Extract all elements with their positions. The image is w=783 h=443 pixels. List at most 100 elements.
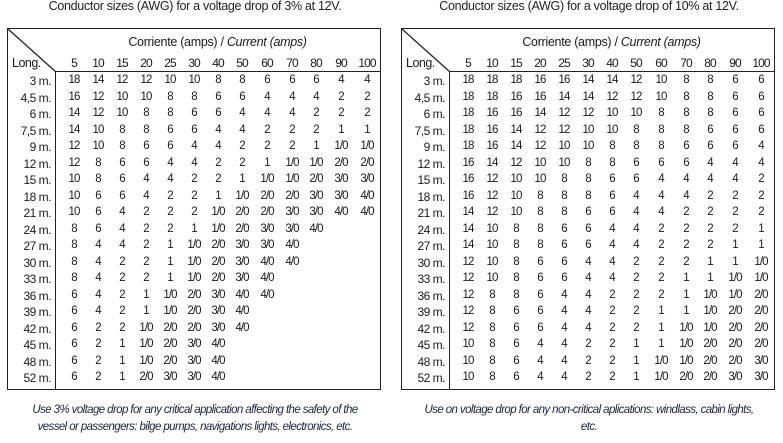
table-cell: 10 — [582, 140, 595, 152]
table-cell: 12 — [462, 255, 475, 268]
length-header: Long. — [12, 56, 41, 70]
table-cell: 10 — [116, 107, 129, 119]
table-cell: 4 — [537, 354, 543, 367]
table-cell: 2 — [758, 189, 764, 202]
row-length-label: 24 m. — [23, 222, 51, 237]
table-cell: 6 — [561, 222, 567, 235]
table-cell: 2 — [191, 206, 197, 218]
table-cell: 2 — [119, 321, 125, 334]
table-cell: 2 — [683, 222, 689, 235]
table-cell: 2 — [683, 206, 689, 218]
table-cell: 2 — [364, 107, 370, 119]
table-cell: 4 — [289, 90, 295, 103]
table-cell: 2/0 — [754, 321, 768, 334]
table-cell: 1 — [758, 222, 764, 235]
table-cell: 4 — [537, 338, 543, 350]
row-length-label: 39 m. — [417, 305, 445, 319]
table-cell: 10 — [68, 173, 81, 185]
table-cell: 8 — [561, 206, 567, 218]
table-title: Conductor sizes (AWG) for a voltage drop… — [48, 0, 342, 13]
table-cell: 8 — [683, 123, 689, 136]
table-cell: 4 — [633, 206, 639, 218]
table-cell: 6 — [732, 107, 738, 119]
row-length-label: 30 m. — [23, 255, 51, 270]
table-cell: 6 — [683, 140, 689, 152]
table-cell: 2 — [264, 140, 270, 152]
table-cell: 10 — [164, 74, 177, 86]
table-cell: 1 — [215, 189, 221, 202]
table-cell: 3/0 — [754, 371, 768, 383]
table-cell: 16 — [462, 189, 475, 202]
table-cell: 12 — [462, 272, 475, 284]
table-cell: 2/0 — [235, 222, 249, 235]
table-cell: 6 — [585, 239, 591, 251]
table-cell: 16 — [486, 140, 499, 152]
table-cell: 3/0 — [334, 173, 348, 185]
table-cell: 1/0 — [187, 272, 201, 284]
table-cell: 1 — [191, 222, 197, 235]
column-header: 30 — [582, 56, 594, 70]
table-cell: 1 — [338, 123, 344, 136]
table-cell: 1/0 — [139, 354, 153, 367]
table-cell: 12 — [486, 189, 499, 202]
row-length-label: 42 m. — [417, 321, 445, 336]
table-cell: 6 — [537, 305, 543, 317]
table-cell: 8 — [119, 140, 125, 152]
table-cell: 4 — [215, 123, 221, 136]
table-cell: 6 — [633, 156, 639, 169]
table-cell: 6 — [732, 123, 738, 136]
table-cell: 2/0 — [187, 321, 201, 334]
table-cell: 8 — [633, 123, 639, 136]
table-cell: 4 — [143, 189, 149, 202]
column-header: 70 — [680, 56, 692, 70]
row-length-label: 33 m. — [417, 272, 445, 286]
table-cell: 2 — [289, 140, 295, 152]
table-cell: 1 — [658, 305, 664, 317]
table-cell: 1 — [143, 288, 149, 301]
table-cell: 18 — [462, 123, 475, 136]
table-cell: 6 — [167, 123, 173, 136]
table-cell: 14 — [486, 156, 499, 169]
table-cell: 6 — [95, 222, 101, 235]
table-cell: 4 — [364, 74, 370, 86]
table-cell: 4/0 — [360, 189, 374, 202]
table-cell: 4 — [561, 321, 567, 334]
table-cell: 4 — [95, 305, 101, 317]
usage-note-line: Use 3% voltage drop for any critical app… — [32, 404, 358, 416]
table-cell: 6 — [537, 288, 543, 301]
table-cell: 6 — [758, 90, 764, 103]
table-cell: 6 — [732, 90, 738, 103]
table-cell: 1/0 — [139, 338, 153, 350]
table-cell: 12 — [582, 107, 595, 119]
table-cell: 14 — [582, 90, 595, 103]
table-cell: 18 — [68, 74, 81, 86]
table-cell: 6 — [143, 156, 149, 169]
table-cell: 1 — [658, 321, 664, 334]
table-cell: 2 — [633, 321, 639, 334]
table-cell: 2 — [338, 90, 344, 103]
table-cell: 8 — [489, 305, 495, 317]
table-cell: 3/0 — [309, 206, 323, 218]
table-cell: 6 — [513, 305, 519, 317]
table-cell: 10 — [68, 189, 81, 202]
table-cell: 6 — [758, 123, 764, 136]
table-cell: 16 — [462, 173, 475, 185]
table-cell: 6 — [71, 354, 77, 367]
table-cell: 2 — [95, 371, 101, 383]
table-cell: 2 — [95, 321, 101, 334]
table-cell: 4 — [609, 272, 615, 284]
row-length-label: 27 m. — [417, 239, 445, 253]
table-cell: 8 — [191, 90, 197, 103]
table-cell: 6 — [289, 74, 295, 86]
table-cell: 8 — [95, 173, 101, 185]
wire-size-table: Corriente (amps) / Current (amps) Long. 5… — [401, 28, 775, 390]
table-cell: 4 — [264, 90, 270, 103]
table-cell: 6 — [537, 321, 543, 334]
table-cell: 2 — [658, 288, 664, 301]
table-cell: 6 — [191, 107, 197, 119]
table-cell: 8 — [167, 90, 173, 103]
table-cell: 10 — [188, 74, 201, 86]
table-cell: 8 — [585, 189, 591, 202]
table-cell: 4 — [537, 371, 543, 383]
table-cell: 4/0 — [285, 239, 299, 251]
